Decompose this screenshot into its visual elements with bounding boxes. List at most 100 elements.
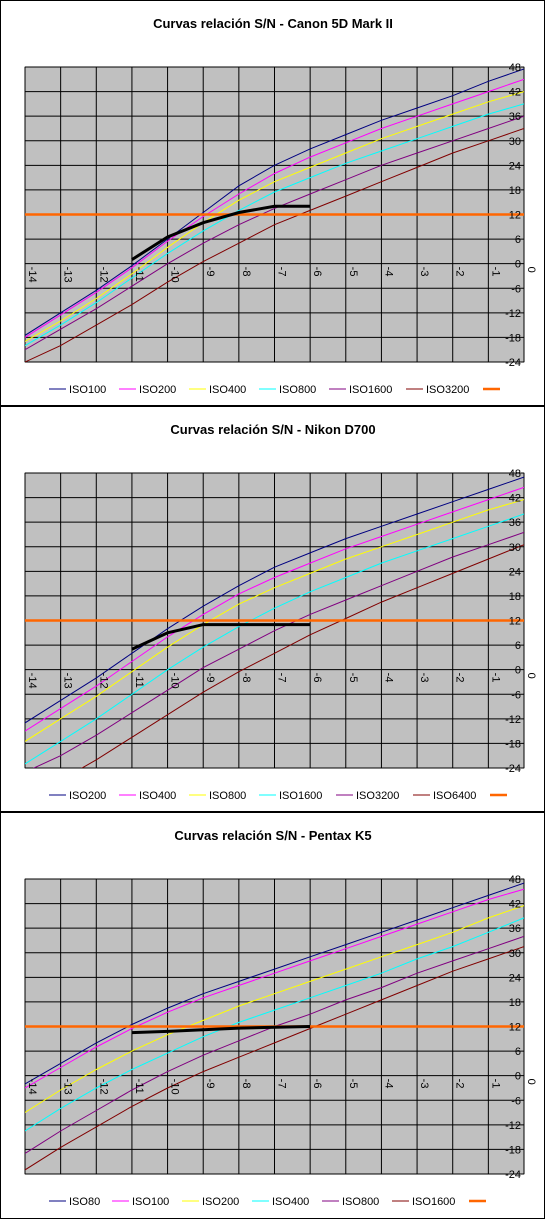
x-tick-label: -13 [62,1079,74,1095]
y-tick-label: 42 [509,899,521,911]
y-tick-label: 18 [509,185,521,197]
chart-title: Curvas relación S/N - Nikon D700 [170,422,375,437]
y-tick-label: -6 [511,1095,521,1107]
x-tick-label: -13 [62,267,74,283]
y-tick-label: 36 [509,517,521,529]
x-tick-label: -9 [204,267,216,277]
x-tick-label: -8 [240,267,252,277]
legend-label: ISO3200 [426,384,469,396]
y-tick-label: 0 [515,1071,521,1083]
y-tick-label: 6 [515,640,521,652]
x-tick-label: -2 [454,1079,466,1089]
x-tick-label: -4 [382,267,394,277]
x-tick-label: 0 [525,1079,537,1085]
x-tick-label: -5 [347,267,359,277]
x-tick-label: -14 [26,673,38,689]
legend-label: ISO80 [69,1196,100,1208]
legend-label: ISO6400 [433,790,476,802]
legend-label: ISO800 [209,790,246,802]
y-tick-label: 0 [515,259,521,271]
legend-label: ISO3200 [356,790,399,802]
y-tick-label: 6 [515,234,521,246]
x-tick-label: -7 [276,267,288,277]
series-line-iso80 [25,882,524,1085]
x-tick-label: -10 [169,267,181,283]
series-line-iso1600 [25,115,524,351]
x-tick-label: -9 [204,673,216,683]
legend-label: ISO1600 [349,384,392,396]
y-tick-label: -6 [511,283,521,295]
series-line-iso1600 [25,946,524,1171]
y-tick-label: 36 [509,923,521,935]
y-tick-label: 12 [509,616,521,628]
x-tick-label: -3 [418,673,430,683]
chart-panel-canon: Curvas relación S/N - Canon 5D Mark II -2… [0,0,545,406]
x-tick-label: -4 [382,673,394,683]
legend-label: ISO100 [69,384,106,396]
x-tick-label: -11 [133,267,145,282]
y-tick-label: 12 [509,1022,521,1034]
y-tick-label: -18 [505,738,521,750]
chart-canon: Curvas relación S/N - Canon 5D Mark II -2… [24,16,537,396]
series-line-iso1600 [25,513,524,765]
legend-label: ISO400 [209,384,246,396]
x-tick-label: -2 [454,673,466,683]
legend-label: ISO200 [139,384,176,396]
series-line-iso200 [25,78,524,338]
x-tick-label: -11 [133,1079,145,1094]
x-tick-label: -13 [62,673,74,689]
x-tick-label: -6 [311,673,323,683]
y-tick-label: 30 [509,542,521,554]
legend-label: ISO400 [272,1196,309,1208]
x-tick-label: -5 [347,1079,359,1089]
legend: ISO200 ISO400 ISO800 ISO1600 ISO3200 ISO6400 [49,790,507,802]
x-tick-label: -10 [169,1079,181,1095]
series-line-iso200 [25,476,524,724]
x-tick-label: -12 [97,673,109,689]
y-tick-label: -12 [505,714,521,726]
chart-panel-nikon: Curvas relación S/N - Nikon D700 -24 -18 -1… [0,406,545,812]
legend-label: ISO200 [69,790,106,802]
x-tick-label: -14 [26,1079,38,1095]
x-tick-label: -6 [311,1079,323,1089]
y-tick-label: -24 [505,763,521,775]
x-tick-label: -7 [276,673,288,683]
y-tick-label: 24 [509,566,521,578]
x-tick-label: -12 [97,1079,109,1095]
y-tick-label: -12 [505,1120,521,1132]
y-tick-label: 48 [509,874,521,886]
series-line-iso400 [25,91,524,342]
y-tick-label: 48 [509,468,521,480]
x-tick-label: -10 [169,673,181,689]
x-tick-label: -3 [418,267,430,277]
y-tick-label: 42 [509,493,521,505]
x-tick-label: -5 [347,673,359,683]
y-tick-label: 18 [509,591,521,603]
measured-curve [131,204,311,261]
chart-nikon: Curvas relación S/N - Nikon D700 -24 -18 -1… [24,422,537,802]
legend-label: ISO1600 [279,790,322,802]
chart-title: Curvas relación S/N - Pentax K5 [174,828,371,843]
y-tick-label: -6 [511,689,521,701]
series-line-iso100 [25,68,524,336]
series-line-iso6400 [81,544,524,768]
x-tick-label: -4 [382,1079,394,1089]
legend-label: ISO800 [342,1196,379,1208]
x-tick-label: -3 [418,1079,430,1089]
measured-curve [131,1025,311,1035]
chart-panel-pentax: Curvas relación S/N - Pentax K5 -24 -18 -12… [0,812,545,1219]
y-tick-label: 42 [509,87,521,99]
legend-label: ISO100 [132,1196,169,1208]
y-tick-label: -12 [505,308,521,320]
chart-title: Curvas relación S/N - Canon 5D Mark II [153,16,393,31]
legend-label: ISO800 [279,384,316,396]
y-tick-label: 18 [509,997,521,1009]
measured-curve [131,623,311,651]
x-tick-label: -9 [204,1079,216,1089]
y-tick-label: 0 [515,665,521,677]
series-line-iso100 [25,888,524,1089]
x-tick-label: -12 [97,267,109,283]
series-line-iso800 [25,499,524,742]
legend-label: ISO1600 [412,1196,455,1208]
y-tick-label: 48 [509,62,521,74]
